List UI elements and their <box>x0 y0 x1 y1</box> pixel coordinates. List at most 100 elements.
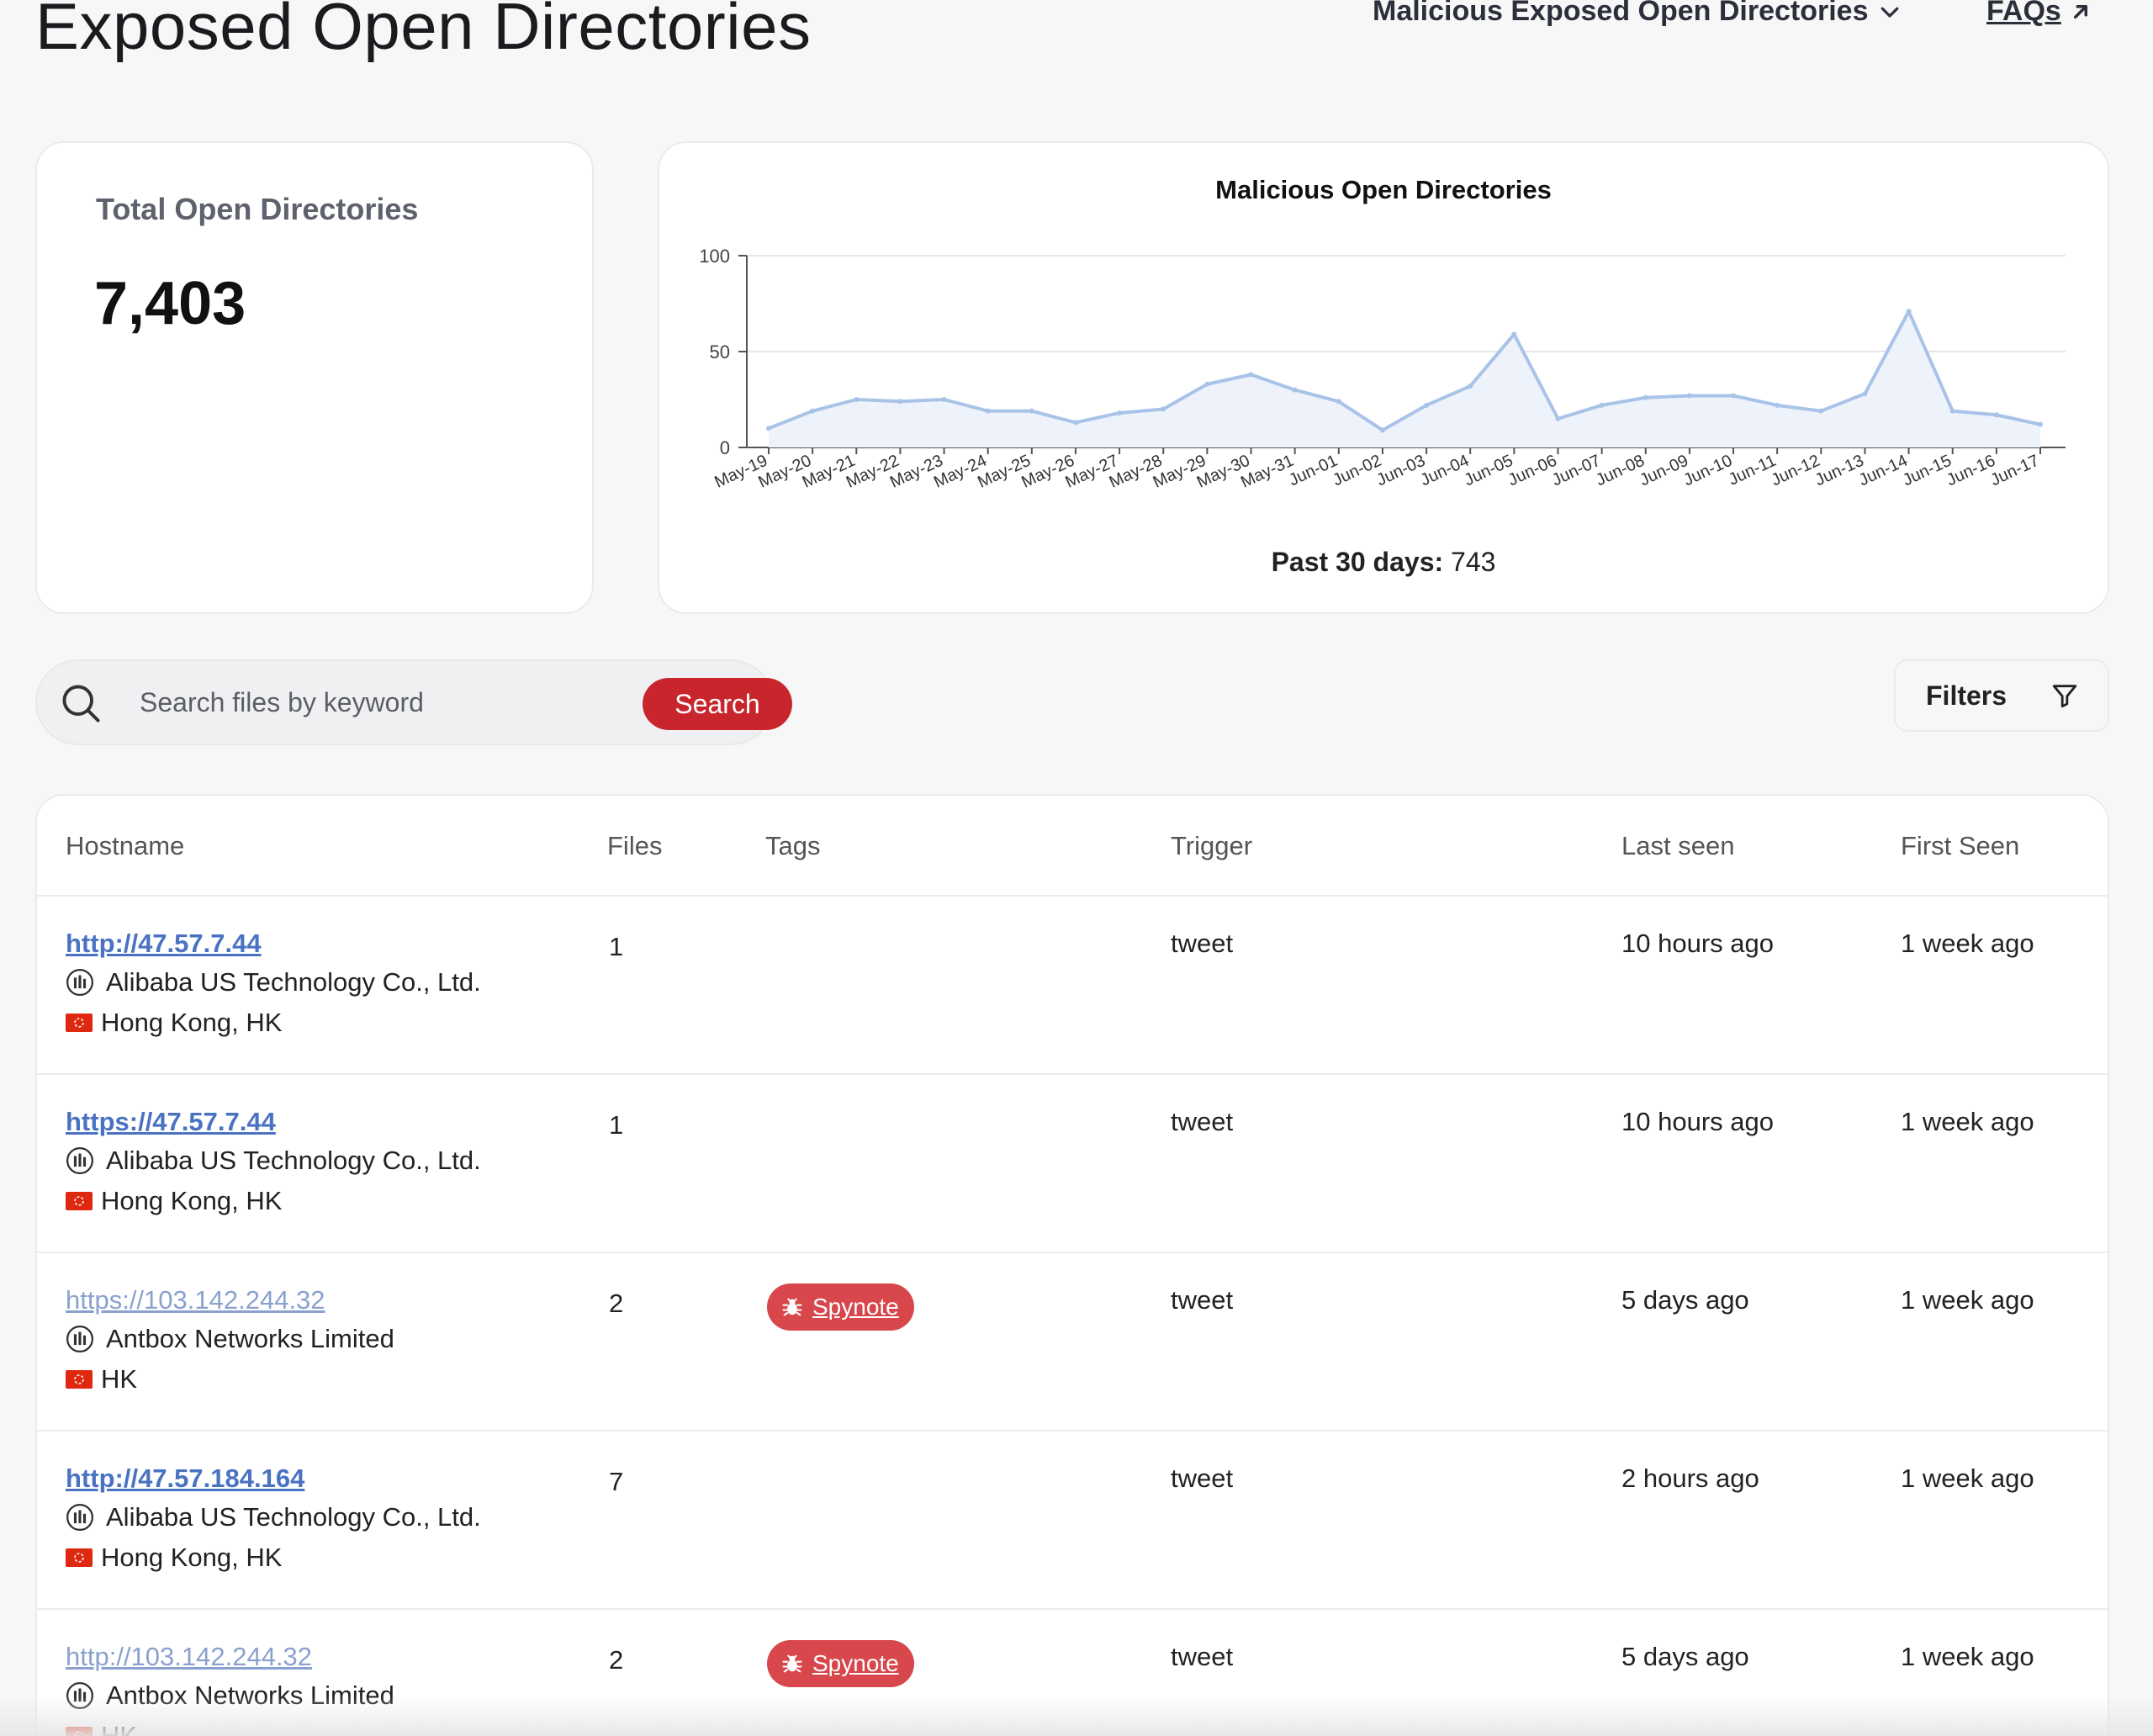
data-point-Jun-17 <box>2038 421 2043 427</box>
trigger-text: tweet <box>1171 1463 1234 1493</box>
building-icon <box>66 1146 94 1175</box>
column-header-hostname[interactable]: Hostname <box>66 831 185 860</box>
data-point-May-30 <box>1248 372 1254 378</box>
data-point-May-31 <box>1292 387 1298 393</box>
search-input[interactable] <box>140 676 644 728</box>
past-30-days-label: Past 30 days: <box>1271 547 1444 577</box>
first-seen-text: 1 week ago <box>1901 1642 2034 1671</box>
page-title: Exposed Open Directories <box>35 0 812 63</box>
y-tick-label-1: 50 <box>710 341 730 363</box>
table-row: http://47.57.184.164 Alibaba US Technolo… <box>37 1432 2108 1610</box>
series-line-0 <box>768 310 2041 432</box>
org-line: Antbox Networks Limited <box>66 1324 394 1354</box>
x-tick-label-Jun-14: Jun-14 <box>1856 452 1911 490</box>
data-point-Jun-04 <box>1468 384 1473 389</box>
org-line: Alibaba US Technology Co., Ltd. <box>66 967 481 998</box>
data-point-May-22 <box>897 399 903 405</box>
hong-kong-flag-icon <box>66 1192 93 1210</box>
data-point-May-27 <box>1117 410 1123 415</box>
org-line: Alibaba US Technology Co., Ltd. <box>66 1502 481 1532</box>
x-tick-label-Jun-15: Jun-15 <box>1900 452 1955 490</box>
chevron-down-icon <box>1881 7 1898 18</box>
files-count: 2 <box>609 1289 624 1318</box>
tag-spynote[interactable]: Spynote <box>767 1640 914 1687</box>
column-header-files[interactable]: Files <box>607 831 663 860</box>
table-row: https://47.57.7.44 Alibaba US Technology… <box>37 1075 2108 1253</box>
tag-label: Spynote <box>812 1294 899 1320</box>
tag-spynote[interactable]: Spynote <box>767 1283 914 1331</box>
files-count: 1 <box>609 1110 624 1140</box>
bug-icon <box>782 1298 802 1316</box>
column-header-last-seen[interactable]: Last seen <box>1621 831 1735 860</box>
past-30-days-summary: Past 30 days: 743 <box>659 547 2108 578</box>
column-header-first-seen[interactable]: First Seen <box>1901 831 2020 860</box>
last-seen-text: 5 days ago <box>1621 1642 1749 1671</box>
y-tick-label-2: 100 <box>699 246 730 267</box>
first-seen-text: 1 week ago <box>1901 1107 2034 1136</box>
malicious-chart-card: Malicious Open Directories 0 50 100 May-19 M… <box>658 141 2109 614</box>
x-tick-label-Jun-12: Jun-12 <box>1769 452 1823 490</box>
hostname-link[interactable]: http://47.57.7.44 <box>66 929 262 958</box>
search-button[interactable]: Search <box>643 678 792 730</box>
filters-button[interactable]: Filters <box>1894 659 2109 732</box>
location-line: Hong Kong, HK <box>66 1543 282 1573</box>
trigger-text: tweet <box>1171 929 1234 958</box>
y-tick-label-0: 0 <box>720 437 730 458</box>
filters-label: Filters <box>1926 680 2008 711</box>
hong-kong-flag-icon <box>66 1548 93 1567</box>
hong-kong-flag-icon <box>66 1014 93 1032</box>
hostname-link[interactable]: https://47.57.7.44 <box>66 1107 276 1136</box>
table-row: http://47.57.7.44 Alibaba US Technology … <box>37 897 2108 1075</box>
header-divider <box>37 895 2108 897</box>
bottom-scroll-shadow <box>0 1696 2153 1736</box>
x-tick-label-Jun-01: Jun-01 <box>1286 452 1341 490</box>
data-point-May-25 <box>1029 408 1034 414</box>
x-tick-label-Jun-13: Jun-13 <box>1812 452 1867 490</box>
data-point-Jun-02 <box>1379 427 1385 433</box>
data-point-Jun-03 <box>1424 402 1430 408</box>
chart-title: Malicious Open Directories <box>1215 175 1552 204</box>
x-tick-label-Jun-08: Jun-08 <box>1593 452 1648 490</box>
column-header-tags[interactable]: Tags <box>765 831 821 860</box>
tag-label: Spynote <box>812 1650 899 1676</box>
data-point-Jun-10 <box>1731 393 1737 399</box>
filter-icon <box>2052 685 2077 708</box>
x-tick-label-Jun-04: Jun-04 <box>1418 452 1473 490</box>
last-seen-text: 2 hours ago <box>1621 1463 1759 1493</box>
location-text: Hong Kong, HK <box>101 1186 283 1215</box>
data-point-Jun-13 <box>1862 391 1868 397</box>
malicious-directories-chart: 050100May-19May-20May-21May-22May-23May-… <box>699 246 2066 492</box>
column-header-trigger[interactable]: Trigger <box>1171 831 1253 860</box>
series-area-0 <box>769 311 2040 447</box>
data-point-Jun-09 <box>1686 393 1692 399</box>
hostname-link[interactable]: https://103.142.244.32 <box>66 1285 325 1315</box>
directories-table: Hostname Files Tags Trigger Last seen Fi… <box>35 794 2109 1736</box>
location-line: Hong Kong, HK <box>66 1008 282 1038</box>
org-name: Antbox Networks Limited <box>106 1324 394 1353</box>
first-seen-text: 1 week ago <box>1901 1285 2034 1315</box>
data-point-Jun-01 <box>1336 399 1341 405</box>
data-point-Jun-08 <box>1643 394 1648 400</box>
last-seen-text: 10 hours ago <box>1621 1107 1774 1136</box>
hostname-link[interactable]: http://47.57.184.164 <box>66 1463 305 1493</box>
hostname-link[interactable]: http://103.142.244.32 <box>66 1642 313 1671</box>
org-name: Alibaba US Technology Co., Ltd. <box>106 967 481 997</box>
data-point-May-28 <box>1161 406 1166 412</box>
total-directories-value: 7,403 <box>94 270 246 337</box>
data-point-May-20 <box>810 408 816 414</box>
total-directories-card: Total Open Directories 7,403 <box>35 141 594 614</box>
faqs-label: FAQs <box>1986 0 2061 27</box>
location-text: Hong Kong, HK <box>101 1008 283 1037</box>
data-point-Jun-12 <box>1818 408 1824 414</box>
faqs-link[interactable]: FAQs <box>1986 0 2093 28</box>
data-point-May-29 <box>1204 381 1210 387</box>
search-icon <box>62 685 100 722</box>
files-count: 2 <box>609 1645 624 1675</box>
data-point-May-23 <box>941 397 947 402</box>
org-name: Alibaba US Technology Co., Ltd. <box>106 1146 481 1175</box>
x-tick-label-Jun-02: Jun-02 <box>1330 452 1384 490</box>
data-point-Jun-05 <box>1511 331 1517 337</box>
total-directories-label: Total Open Directories <box>96 192 419 226</box>
trigger-text: tweet <box>1171 1642 1234 1671</box>
malicious-directories-dropdown[interactable]: Malicious Exposed Open Directories <box>1373 0 1902 28</box>
